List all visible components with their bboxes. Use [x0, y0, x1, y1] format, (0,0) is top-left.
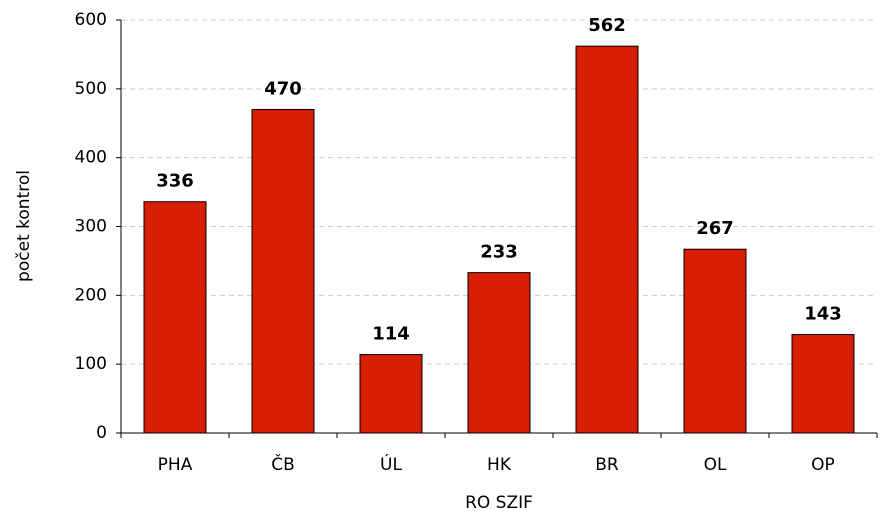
- data-label: 233: [480, 242, 518, 263]
- x-tick-label: ÚL: [380, 453, 402, 475]
- y-tick-label: 300: [75, 217, 107, 237]
- x-tick-label: BR: [595, 455, 619, 475]
- data-label: 470: [264, 78, 302, 99]
- y-tick-label: 600: [75, 10, 107, 30]
- bar: [791, 334, 855, 434]
- x-tick-label: OL: [704, 455, 727, 475]
- x-tick-label: ČB: [271, 453, 295, 475]
- y-tick-label: 200: [75, 285, 107, 305]
- data-label: 267: [696, 218, 734, 239]
- y-axis-label: počet kontrol: [14, 170, 34, 282]
- x-tick-label: OP: [811, 455, 835, 475]
- y-tick-label: 100: [75, 354, 107, 374]
- x-axis-label: RO SZIF: [465, 493, 533, 513]
- data-label: 336: [156, 171, 194, 192]
- bar: [359, 354, 423, 434]
- bar: [251, 108, 315, 434]
- x-tick-label: PHA: [158, 455, 193, 475]
- bar: [467, 272, 531, 434]
- bar: [143, 201, 207, 434]
- y-tick-label: 400: [75, 148, 107, 168]
- y-tick-label: 500: [75, 79, 107, 99]
- x-tick-label: HK: [487, 455, 512, 475]
- data-label: 143: [804, 304, 842, 325]
- data-label: 562: [588, 15, 626, 36]
- data-label: 114: [372, 324, 410, 345]
- y-tick-label: 0: [96, 423, 107, 443]
- bar: [575, 45, 639, 434]
- bar: [683, 248, 747, 434]
